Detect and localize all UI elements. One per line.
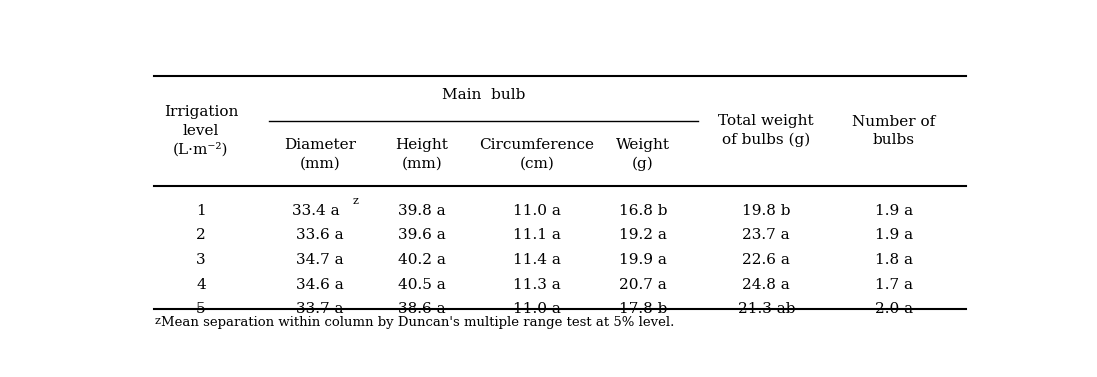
Text: 1: 1 xyxy=(196,204,206,218)
Text: 33.6 a: 33.6 a xyxy=(296,228,343,242)
Text: 2: 2 xyxy=(196,228,206,242)
Text: 11.3 a: 11.3 a xyxy=(512,278,561,292)
Text: 1.8 a: 1.8 a xyxy=(874,253,913,267)
Text: 19.9 a: 19.9 a xyxy=(619,253,667,267)
Text: 1.9 a: 1.9 a xyxy=(874,204,913,218)
Text: 33.7 a: 33.7 a xyxy=(296,302,343,316)
Text: Height
(mm): Height (mm) xyxy=(396,138,449,170)
Text: Weight
(g): Weight (g) xyxy=(617,138,670,170)
Text: Diameter
(mm): Diameter (mm) xyxy=(284,138,355,170)
Text: 39.6 a: 39.6 a xyxy=(398,228,445,242)
Text: 1.9 a: 1.9 a xyxy=(874,228,913,242)
Text: 24.8 a: 24.8 a xyxy=(743,278,790,292)
Text: 34.6 a: 34.6 a xyxy=(296,278,343,292)
Text: 5: 5 xyxy=(196,302,206,316)
Text: z: z xyxy=(154,317,160,326)
Text: Main  bulb: Main bulb xyxy=(442,87,525,101)
Text: 21.3 ab: 21.3 ab xyxy=(737,302,795,316)
Text: z: z xyxy=(352,196,359,207)
Text: 39.8 a: 39.8 a xyxy=(398,204,445,218)
Text: 40.2 a: 40.2 a xyxy=(398,253,445,267)
Text: 22.6 a: 22.6 a xyxy=(743,253,790,267)
Text: 1.7 a: 1.7 a xyxy=(874,278,913,292)
Text: 11.0 a: 11.0 a xyxy=(512,204,561,218)
Text: 2.0 a: 2.0 a xyxy=(874,302,913,316)
Text: 33.4 a: 33.4 a xyxy=(292,204,339,218)
Text: Number of
bulbs: Number of bulbs xyxy=(852,115,936,147)
Text: 11.4 a: 11.4 a xyxy=(512,253,561,267)
Text: 3: 3 xyxy=(196,253,206,267)
Text: 19.8 b: 19.8 b xyxy=(742,204,791,218)
Text: Mean separation within column by Duncan's multiple range test at 5% level.: Mean separation within column by Duncan'… xyxy=(161,316,675,329)
Text: 17.8 b: 17.8 b xyxy=(619,302,667,316)
Text: 4: 4 xyxy=(196,278,206,292)
Text: Irrigation
level
(L·m⁻²): Irrigation level (L·m⁻²) xyxy=(163,105,238,156)
Text: 20.7 a: 20.7 a xyxy=(619,278,667,292)
Text: 11.1 a: 11.1 a xyxy=(512,228,561,242)
Text: 16.8 b: 16.8 b xyxy=(619,204,667,218)
Text: 40.5 a: 40.5 a xyxy=(398,278,445,292)
Text: 38.6 a: 38.6 a xyxy=(398,302,445,316)
Text: Circumference
(cm): Circumference (cm) xyxy=(479,138,595,170)
Text: Total weight
of bulbs (g): Total weight of bulbs (g) xyxy=(719,114,814,147)
Text: 11.0 a: 11.0 a xyxy=(512,302,561,316)
Text: 19.2 a: 19.2 a xyxy=(619,228,667,242)
Text: 23.7 a: 23.7 a xyxy=(743,228,790,242)
Text: 34.7 a: 34.7 a xyxy=(296,253,343,267)
